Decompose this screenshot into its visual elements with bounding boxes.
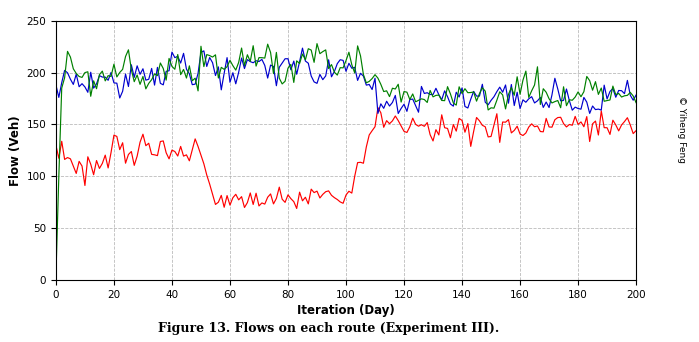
Flow on Link A [264,195,272,199]
Flow on Link C [312,42,321,46]
Flow on Link B [55,95,63,100]
Text: © Yiheng Feng: © Yiheng Feng [677,96,686,163]
Flow on Link B [589,104,597,108]
Flow on Link B [298,46,307,50]
Flow on Link B [264,76,272,80]
Text: Figure 13. Flows on each route (Experiment III).: Figure 13. Flows on each route (Experime… [158,322,499,335]
Flow on Link A [632,129,640,133]
Flow on Link B [394,111,403,116]
Flow on Link A [374,106,382,110]
X-axis label: Iteration (Day): Iteration (Day) [297,304,395,317]
Flow on Link C [55,174,63,179]
Flow on Link B [632,93,640,97]
Line: Flow on Link C: Flow on Link C [56,44,636,275]
Flow on Link A [55,156,63,160]
Flow on Link C [52,273,60,277]
Flow on Link C [632,101,640,105]
Flow on Link C [296,62,304,66]
Line: Flow on Link B: Flow on Link B [56,48,636,114]
Flow on Link B [52,83,60,87]
Flow on Link A [292,207,301,211]
Flow on Link B [296,60,304,64]
Flow on Link B [104,78,113,82]
Line: Flow on Link A: Flow on Link A [56,108,636,209]
Flow on Link C [104,74,113,78]
Y-axis label: Flow (Veh): Flow (Veh) [9,115,22,186]
Flow on Link A [52,143,60,147]
Flow on Link A [298,199,307,203]
Flow on Link C [264,42,272,46]
Flow on Link A [368,129,376,133]
Flow on Link C [586,79,594,83]
Flow on Link A [104,166,113,170]
Flow on Link B [368,88,376,92]
Flow on Link C [368,77,376,81]
Flow on Link A [589,122,597,126]
